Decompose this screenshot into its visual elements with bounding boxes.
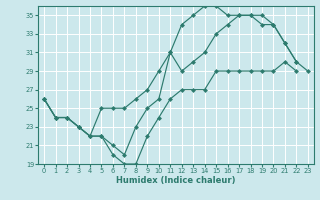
X-axis label: Humidex (Indice chaleur): Humidex (Indice chaleur) (116, 176, 236, 185)
